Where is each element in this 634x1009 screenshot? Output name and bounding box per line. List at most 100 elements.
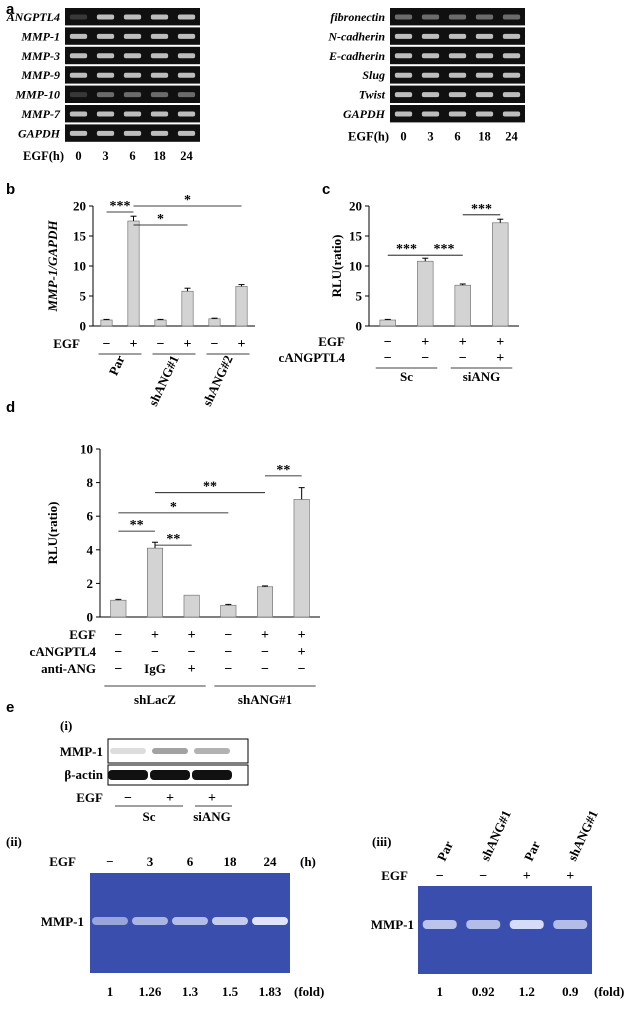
gel-band <box>421 53 440 59</box>
panel-label-e: e <box>6 699 14 716</box>
zymo-ii-unit: (h) <box>300 854 316 869</box>
zymo-iii-band-label: MMP-1 <box>371 917 414 932</box>
zymo-ii-band <box>132 917 168 925</box>
sub-label-i: (i) <box>60 718 72 733</box>
gel-band <box>394 72 413 78</box>
gel-band <box>123 92 142 98</box>
actin-band <box>192 770 232 780</box>
gel-band <box>502 72 521 78</box>
gene-label: MMP-10 <box>14 88 60 102</box>
zymo-iii-egf-sign: − <box>479 869 487 884</box>
zymogram-iii <box>418 886 592 974</box>
gene-label: GAPDH <box>18 126 61 140</box>
zymo-iii-egf-label: EGF <box>381 868 408 883</box>
y-tick-label: 10 <box>73 259 86 274</box>
egf-sign: − <box>157 337 165 352</box>
cangptl4-sign: + <box>496 351 504 366</box>
gel-band <box>96 130 115 136</box>
gel-band <box>448 14 467 20</box>
gel-band <box>123 53 142 59</box>
sig-mark: * <box>184 193 191 208</box>
gel-band <box>96 111 115 117</box>
gene-label: ANGPTL4 <box>6 10 60 24</box>
anti_ang-sign: − <box>114 662 122 677</box>
gel-band <box>421 111 440 117</box>
gel-band <box>69 111 88 117</box>
egf-sign: − <box>114 628 122 643</box>
gel-band <box>69 72 88 78</box>
zymo-iii-lane-label: Par <box>434 838 456 863</box>
bar <box>220 604 237 618</box>
group-label: Sc <box>400 369 413 384</box>
y-tick-label: 8 <box>87 475 94 490</box>
group-label: shANG#1 <box>238 692 292 707</box>
y-tick-label: 0 <box>80 319 87 334</box>
zymo-ii-band <box>92 917 128 925</box>
wb-label-mmp1: MMP-1 <box>60 744 103 759</box>
gel-band <box>502 14 521 20</box>
y-tick-label: 2 <box>87 576 94 591</box>
group-label: shANG#2 <box>199 353 235 408</box>
gel-band <box>69 130 88 136</box>
mmp1-band <box>110 748 146 754</box>
row-label-egf: EGF <box>69 627 96 642</box>
zymo-iii-band <box>553 920 588 929</box>
gene-label: Slug <box>362 68 385 82</box>
zymo-iii-band <box>466 920 501 929</box>
gel-band <box>421 14 440 20</box>
sig-mark: ** <box>130 518 144 533</box>
row-label-egf: EGF <box>53 336 80 351</box>
gene-label: N-cadherin <box>327 29 385 43</box>
gel-band <box>150 92 169 98</box>
gel-band <box>502 53 521 59</box>
panel-label-a: a <box>6 1 15 18</box>
zymo-iii-band <box>509 920 544 929</box>
egf-sign: + <box>184 337 192 352</box>
cangptl4-sign: − <box>261 645 269 660</box>
y-tick-label: 0 <box>356 319 363 334</box>
sig-mark: ** <box>203 480 217 495</box>
gel-band <box>502 111 521 117</box>
gene-label: MMP-3 <box>20 49 60 63</box>
anti_ang-sign: IgG <box>144 661 166 676</box>
gel-band <box>69 53 88 59</box>
gel-band <box>123 72 142 78</box>
gel-band <box>394 92 413 98</box>
wb-egf-sign: + <box>208 791 216 806</box>
zymo-iii-egf-sign: + <box>523 869 531 884</box>
zymo-ii-band <box>252 917 288 925</box>
egf-sign: − <box>224 628 232 643</box>
gel-band <box>394 53 413 59</box>
zymo-iii-band <box>422 920 457 929</box>
cangptl4-sign: − <box>459 351 467 366</box>
bar <box>417 260 434 327</box>
anti_ang-sign: + <box>188 662 196 677</box>
anti_ang-sign: − <box>224 662 232 677</box>
time-axis-label: EGF(h) <box>348 129 389 143</box>
zymo-iii-lane-label: shANG#1 <box>477 808 513 863</box>
gel-band <box>123 130 142 136</box>
egf-sign: + <box>298 628 306 643</box>
y-tick-label: 20 <box>73 199 86 214</box>
gel-band <box>177 14 196 20</box>
panel-label-c: c <box>322 181 330 198</box>
gel-band <box>475 92 494 98</box>
egf-sign: + <box>151 628 159 643</box>
bar <box>154 319 167 327</box>
gel-band <box>394 33 413 39</box>
gel-band <box>448 53 467 59</box>
anti_ang-sign: − <box>261 662 269 677</box>
gel-band <box>177 111 196 117</box>
time-point-label: 6 <box>454 129 460 143</box>
zymo-iii-fold: 1 <box>437 984 444 999</box>
gel-band <box>475 111 494 117</box>
gel-row <box>390 8 525 26</box>
gel-band <box>475 14 494 20</box>
gene-label: MMP-7 <box>20 107 61 121</box>
sig-mark: * <box>157 212 164 227</box>
panel-a-rtpcr: ANGPTL4 MMP-1 MMP-3 MMP-9 MMP-10 MMP-7 GAPDH EG… <box>6 8 525 163</box>
gel-band <box>96 14 115 20</box>
egf-sign: + <box>496 335 504 350</box>
bar <box>235 286 248 327</box>
